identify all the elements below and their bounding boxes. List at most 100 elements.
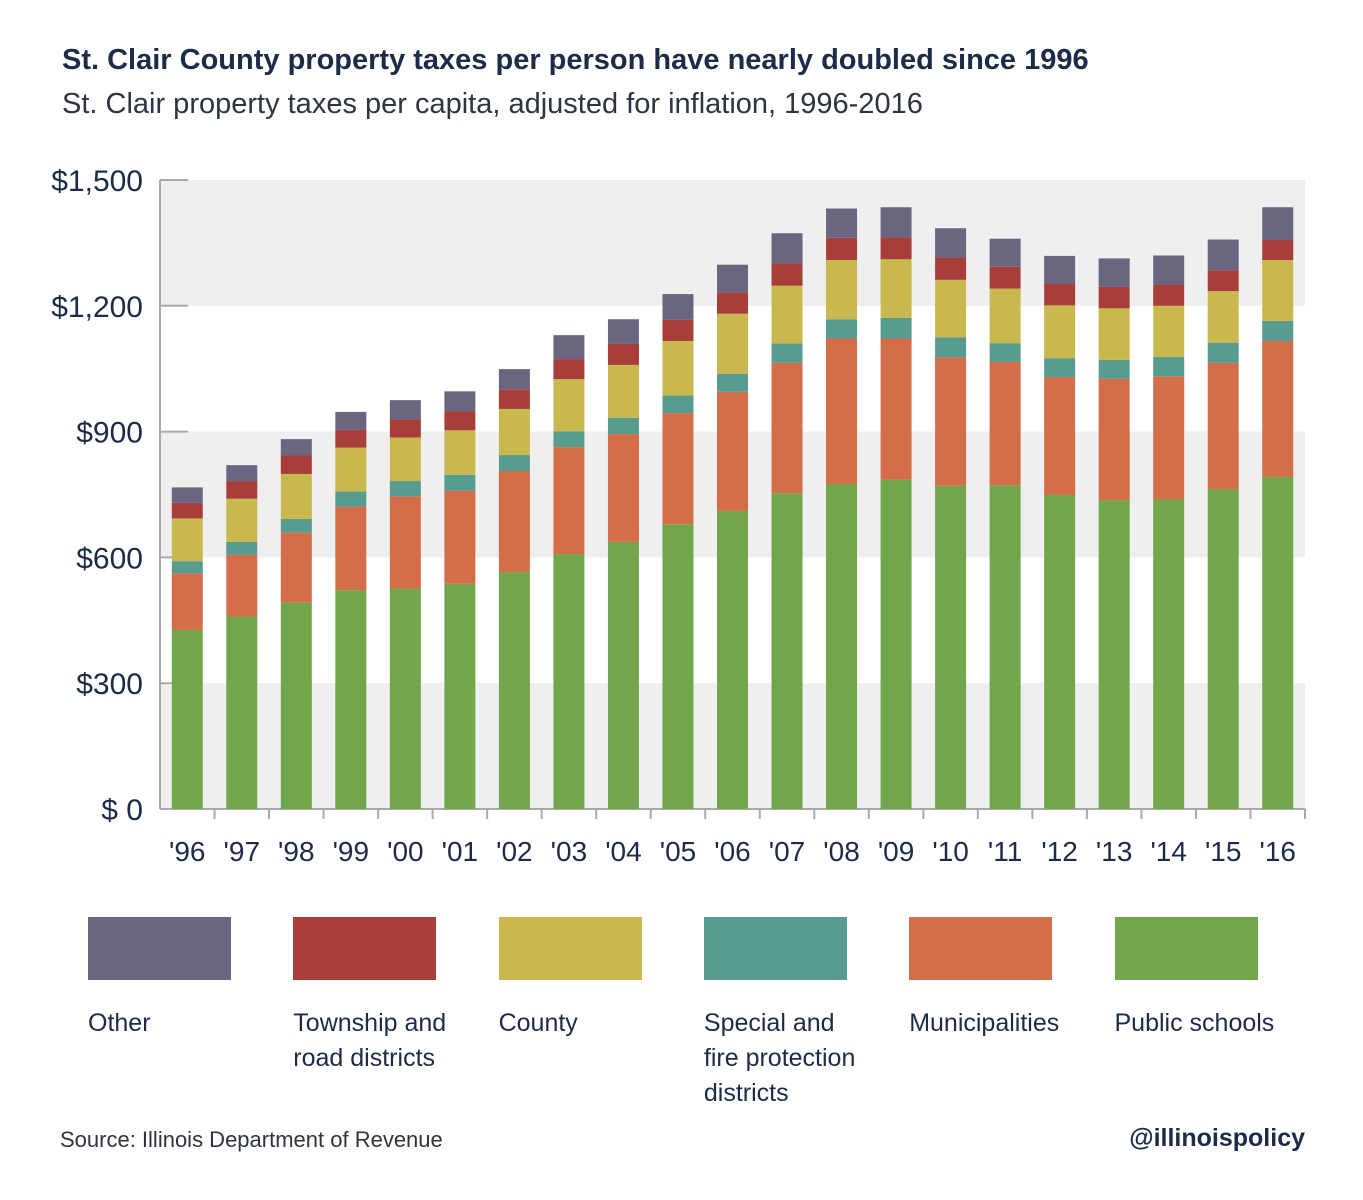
bar-segment xyxy=(226,465,258,482)
bar-segment xyxy=(171,561,203,574)
legend-label: Special and fire protection districts xyxy=(703,1009,856,1107)
y-tick-label: $ 0 xyxy=(101,794,143,827)
bar-segment xyxy=(1207,291,1239,343)
bar-segment xyxy=(1153,255,1185,285)
bar-segment xyxy=(826,484,858,809)
stacked-bar-chart: $ 0 $300 $600 $900 $1,200 $1,500 '96 '97 '98 '99 '… xyxy=(51,165,1306,867)
bar-segment xyxy=(607,319,639,344)
bar-segment xyxy=(389,419,421,438)
bar-segment xyxy=(771,343,803,363)
bar-segment xyxy=(280,455,312,474)
bar-segment xyxy=(717,313,748,374)
bar-segment xyxy=(335,590,367,809)
bar-segment xyxy=(1098,286,1130,309)
x-tick-label: '03 xyxy=(551,836,588,867)
legend-label: County xyxy=(498,1009,578,1037)
bar-segment xyxy=(1044,255,1076,284)
legend-swatch xyxy=(909,917,1053,980)
bar-segment xyxy=(607,541,639,809)
x-tick-label: '00 xyxy=(387,836,424,867)
bar-segment xyxy=(771,362,803,494)
bar-segment xyxy=(444,474,476,491)
bar-segment xyxy=(553,335,585,360)
y-tick-label: $600 xyxy=(76,542,143,575)
bar-segment xyxy=(498,471,530,573)
bar-segment xyxy=(389,481,421,497)
x-tick-label: '05 xyxy=(660,836,697,867)
y-tick-label: $1,500 xyxy=(51,165,143,198)
bar-segment xyxy=(607,417,639,435)
bar-segment xyxy=(935,279,967,338)
bar-segment xyxy=(444,490,476,584)
bar-segment xyxy=(771,263,803,286)
bar-segment xyxy=(1262,260,1294,321)
bar-segment xyxy=(280,473,312,519)
bar-segment xyxy=(935,337,967,358)
bar-segment xyxy=(880,259,912,318)
bar-segment xyxy=(989,343,1021,362)
bar-segment xyxy=(1044,358,1076,378)
bar-segment xyxy=(280,532,312,603)
bar-segment xyxy=(553,431,585,448)
bar-segment xyxy=(335,491,367,507)
y-tick-label: $900 xyxy=(76,417,143,450)
bar-segment xyxy=(607,434,639,542)
bar-segment xyxy=(1098,308,1130,360)
bar-segment xyxy=(171,487,203,503)
bar-segment xyxy=(880,207,912,238)
bar-segment xyxy=(662,395,694,414)
legend-label: Other xyxy=(88,1009,151,1037)
bar-segment xyxy=(935,357,967,486)
bar-segment xyxy=(498,572,530,809)
x-tick-label: '16 xyxy=(1259,836,1296,867)
chart-subtitle: St. Clair property taxes per capita, adj… xyxy=(62,88,923,120)
bar-segment xyxy=(1044,283,1076,306)
bar-segment xyxy=(553,379,585,432)
bar-segment xyxy=(826,260,858,320)
bar-segment xyxy=(226,554,258,617)
bar-segment xyxy=(989,266,1021,289)
bar-segment xyxy=(662,524,694,809)
x-tick-label: '14 xyxy=(1150,836,1187,867)
bar-segment xyxy=(1207,362,1239,490)
bar-segment xyxy=(280,518,312,533)
bar-segment xyxy=(1207,270,1239,292)
bar-segment xyxy=(444,430,476,475)
legend-label: Municipalities xyxy=(909,1009,1060,1037)
y-tick-label: $1,200 xyxy=(51,291,143,324)
bar-segment xyxy=(717,391,748,511)
bar-segment xyxy=(498,455,530,472)
bar-segment xyxy=(662,294,694,320)
bar-segment xyxy=(1044,377,1076,495)
bar-segment xyxy=(1262,320,1294,342)
bar-segment xyxy=(1207,489,1239,809)
legend-label: Township and road districts xyxy=(293,1009,447,1072)
x-tick-label: '98 xyxy=(278,836,315,867)
bar-segment xyxy=(662,341,694,396)
bar-segment xyxy=(1207,342,1239,363)
bar-segment xyxy=(771,493,803,809)
bar-segment xyxy=(498,369,530,390)
bar-segment xyxy=(1098,378,1130,501)
bar-segment xyxy=(1262,341,1294,477)
y-tick-label: $300 xyxy=(76,668,143,701)
bar-segment xyxy=(989,288,1021,344)
x-tick-label: '08 xyxy=(823,836,860,867)
bar-segment xyxy=(389,437,421,482)
bar-segment xyxy=(498,408,530,456)
bar-segment xyxy=(444,411,476,431)
brand-handle: @illinoispolicy xyxy=(1129,1124,1305,1152)
legend-item: Public schools xyxy=(1114,917,1275,1041)
x-tick-label: '96 xyxy=(169,836,206,867)
bar-segment xyxy=(1098,500,1130,809)
x-tick-label: '09 xyxy=(878,836,915,867)
bar-segment xyxy=(335,447,367,492)
bar-segment xyxy=(226,498,258,542)
bar-segment xyxy=(226,616,258,809)
bar-segment xyxy=(662,319,694,342)
bar-segment xyxy=(389,496,421,589)
bar-segment xyxy=(280,439,312,456)
bar-segment xyxy=(1262,239,1294,261)
bar-segment xyxy=(553,554,585,809)
